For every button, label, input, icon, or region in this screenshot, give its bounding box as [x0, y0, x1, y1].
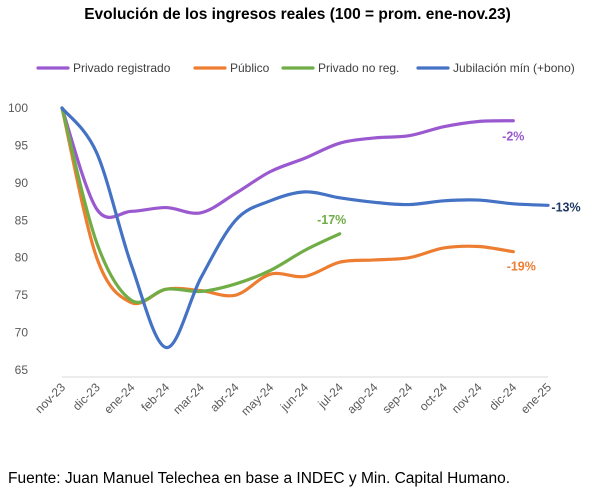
end-label: -19%: [507, 260, 536, 274]
y-tick-label: 75: [15, 288, 29, 302]
legend-label: Privado registrado: [73, 61, 171, 75]
end-label: -2%: [502, 130, 524, 144]
x-tick-label: ene-24: [101, 380, 138, 417]
end-label: -13%: [551, 200, 580, 214]
x-tick-label: dic-24: [486, 380, 519, 413]
y-tick-label: 70: [15, 326, 29, 340]
end-labels: -2% -19% -17% -13%: [317, 130, 580, 274]
y-tick-label: 85: [15, 213, 29, 227]
x-tick-label: jul-24: [314, 380, 346, 412]
x-tick-label: nov-24: [449, 380, 485, 416]
legend-label: Privado no reg.: [318, 61, 399, 75]
legend: Privado registrado Público Privado no reg.…: [36, 61, 575, 75]
y-tick-label: 100: [8, 101, 28, 115]
x-tick-label: jun-24: [277, 380, 311, 414]
y-tick-label: 65: [15, 363, 29, 377]
y-axis: 65 70 75 80 85 90 95 100: [8, 101, 28, 377]
chart-title: Evolución de los ingresos reales (100 = …: [84, 6, 511, 23]
x-tick-label: sep-24: [379, 380, 415, 416]
legend-label: Jubilación mín (+bono): [453, 61, 575, 75]
y-tick-label: 80: [15, 251, 29, 265]
y-tick-label: 95: [15, 138, 29, 152]
x-tick-label: ago-24: [344, 380, 381, 417]
x-tick-label: mar-24: [170, 380, 207, 417]
y-tick-label: 90: [15, 176, 29, 190]
legend-label: Público: [230, 61, 270, 75]
x-tick-label: abr-24: [207, 380, 242, 415]
x-tick-label: feb-24: [138, 380, 172, 414]
series-line: [60, 106, 550, 350]
series-line: [60, 106, 515, 306]
series-line: [60, 106, 515, 219]
x-tick-label: ene-25: [518, 380, 555, 417]
series-lines: [60, 106, 550, 350]
source-note: Fuente: Juan Manuel Telechea en base a I…: [8, 470, 511, 487]
x-tick-label: nov-23: [32, 380, 68, 416]
x-tick-label: dic-23: [70, 380, 103, 413]
x-tick-label: may-24: [238, 380, 276, 418]
x-tick-label: oct-24: [416, 380, 450, 414]
end-label: -17%: [317, 213, 346, 227]
